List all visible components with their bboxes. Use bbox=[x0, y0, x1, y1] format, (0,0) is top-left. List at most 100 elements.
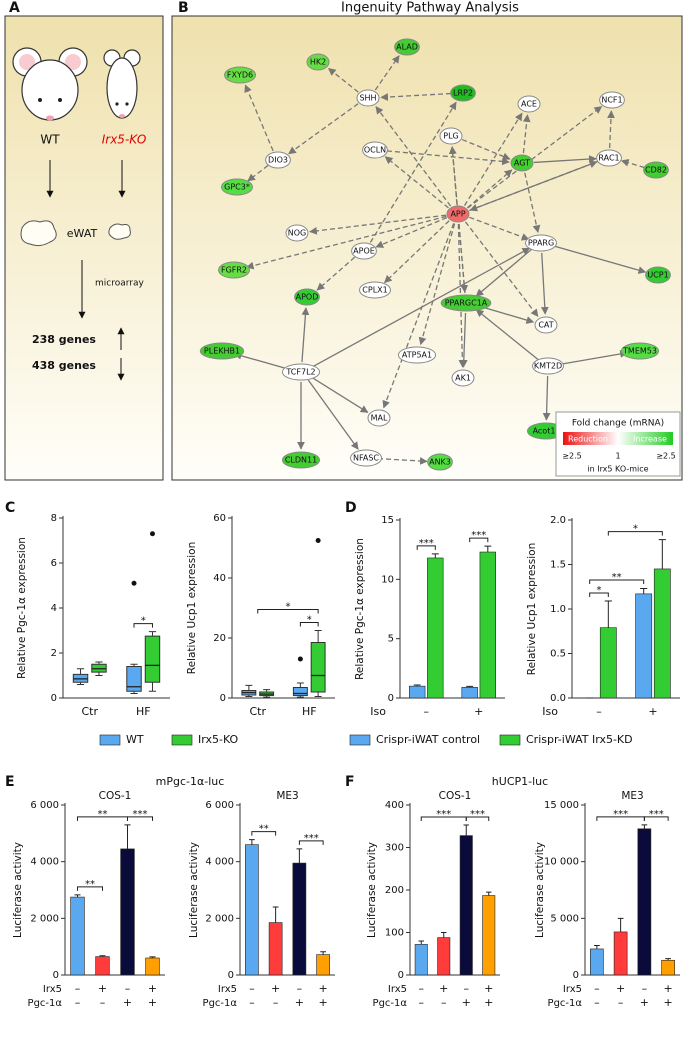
significance-label: ** bbox=[259, 824, 269, 835]
tissue-label: eWAT bbox=[67, 227, 98, 240]
edge bbox=[310, 376, 369, 413]
y-tick-label: 2 000 bbox=[30, 913, 59, 924]
box bbox=[310, 642, 326, 693]
node-label: Acot1* bbox=[533, 427, 560, 436]
whisker-high bbox=[148, 631, 157, 637]
x-tick-label: – bbox=[441, 996, 447, 1009]
edge bbox=[607, 110, 615, 149]
y-tick-label: 4 bbox=[51, 603, 57, 614]
legend-gradient bbox=[563, 432, 673, 445]
edge bbox=[311, 247, 531, 368]
significance-bracket bbox=[416, 545, 436, 550]
node-label: TMEM53 bbox=[622, 347, 657, 356]
edge bbox=[301, 307, 310, 363]
box bbox=[144, 635, 161, 683]
y-tick-label: 0 bbox=[388, 693, 394, 704]
node-shape bbox=[218, 261, 250, 279]
edge bbox=[384, 156, 449, 209]
x-tick-label: – bbox=[464, 982, 470, 995]
x-tick-label: + bbox=[319, 982, 328, 995]
node-shape bbox=[285, 224, 309, 242]
edge bbox=[380, 92, 452, 101]
edge bbox=[469, 216, 530, 241]
y-axis-label: Luciferase activity bbox=[366, 842, 378, 938]
legend-tick: ≥2.5 bbox=[656, 452, 675, 461]
x-tick-label: + bbox=[462, 996, 471, 1009]
y-tick-label: 100 bbox=[385, 928, 404, 939]
bar bbox=[414, 944, 428, 976]
row-label: Pgc-1α bbox=[373, 998, 408, 1009]
x-tick-label: – bbox=[125, 982, 131, 995]
node-shape bbox=[599, 91, 625, 109]
legend-low: Reduction bbox=[568, 435, 608, 444]
y-tick-label: 0 bbox=[53, 970, 59, 981]
bar bbox=[661, 959, 675, 976]
x-tick-label: Ctr bbox=[81, 705, 98, 718]
y-tick-label: 5 bbox=[388, 634, 394, 645]
y-tick-label: 2 bbox=[51, 648, 57, 659]
error-bar bbox=[413, 684, 421, 687]
node-shape bbox=[643, 161, 669, 179]
node-shape bbox=[525, 234, 557, 252]
x-tick-label: – bbox=[618, 996, 624, 1009]
node-label: ALAD bbox=[396, 43, 418, 52]
node-shape bbox=[224, 66, 256, 84]
significance-label: *** bbox=[649, 809, 664, 820]
node-shape bbox=[510, 154, 534, 172]
bar bbox=[409, 685, 426, 699]
significance-label: * bbox=[307, 615, 312, 626]
node-label: AGT bbox=[514, 159, 530, 168]
panel-label: A bbox=[9, 0, 20, 16]
error-bar bbox=[418, 940, 424, 945]
node-label: APOD bbox=[296, 293, 319, 302]
method-label: microarray bbox=[95, 279, 144, 289]
chart-subtitle: ME3 bbox=[276, 790, 298, 802]
outlier bbox=[131, 580, 137, 586]
error-bar bbox=[272, 906, 279, 923]
row-label: Pgc-1α bbox=[28, 998, 63, 1009]
y-tick-label: 0 bbox=[398, 970, 404, 981]
node-shape bbox=[394, 38, 420, 56]
x-tick-label: + bbox=[439, 982, 448, 995]
x-tick-label: + bbox=[648, 705, 657, 718]
error-bar bbox=[441, 932, 447, 938]
node-shape bbox=[350, 449, 382, 467]
edge bbox=[369, 101, 457, 243]
error-bar bbox=[296, 848, 303, 864]
box bbox=[126, 666, 142, 692]
significance-bracket bbox=[589, 579, 645, 584]
edge bbox=[463, 112, 523, 206]
legend-swatch bbox=[349, 734, 371, 746]
y-axis-label: Relative Ucp1 expression bbox=[186, 542, 198, 674]
node-shape bbox=[532, 357, 564, 375]
node-label: SHH bbox=[359, 94, 376, 103]
whisker-high bbox=[76, 668, 85, 675]
node-label: CAT bbox=[538, 321, 553, 330]
edge bbox=[309, 214, 447, 235]
ko-label: Irx5-KO bbox=[102, 133, 147, 147]
edge bbox=[307, 379, 359, 450]
x-tick-label: + bbox=[664, 996, 673, 1009]
x-tick-label: – bbox=[424, 705, 430, 718]
x-tick-label: HF bbox=[136, 705, 151, 718]
x-tick-label: – bbox=[249, 996, 255, 1009]
panel-title: hUCP1-luc bbox=[492, 775, 548, 788]
wt-label: WT bbox=[40, 133, 60, 147]
ko-mouse bbox=[103, 49, 141, 119]
x-tick-label: – bbox=[75, 996, 81, 1009]
edge bbox=[288, 103, 359, 155]
significance-bracket bbox=[589, 592, 609, 597]
chart-subtitle: COS-1 bbox=[439, 790, 472, 802]
significance-label: * bbox=[597, 585, 602, 596]
edge bbox=[459, 312, 468, 368]
node-label: HK2 bbox=[310, 58, 326, 67]
x-tick-label: – bbox=[297, 982, 303, 995]
bar bbox=[637, 828, 652, 976]
node-label: AK1 bbox=[455, 374, 471, 383]
node-label: TCF7L2 bbox=[285, 368, 315, 377]
error-bar bbox=[594, 945, 600, 949]
bar bbox=[599, 627, 617, 699]
error-bar bbox=[431, 553, 439, 558]
bar bbox=[120, 848, 135, 976]
y-tick-label: 10 000 bbox=[544, 857, 579, 868]
